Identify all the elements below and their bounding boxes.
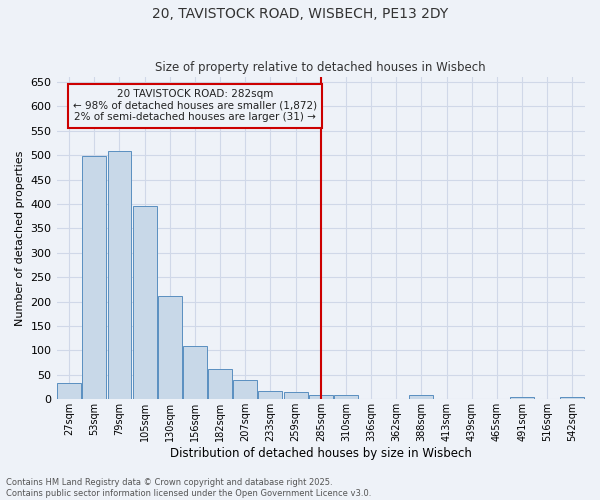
- Bar: [409, 396, 433, 400]
- Bar: [158, 296, 182, 400]
- Bar: [107, 152, 131, 400]
- Text: 20 TAVISTOCK ROAD: 282sqm
← 98% of detached houses are smaller (1,872)
2% of sem: 20 TAVISTOCK ROAD: 282sqm ← 98% of detac…: [73, 90, 317, 122]
- Bar: [208, 369, 232, 400]
- Y-axis label: Number of detached properties: Number of detached properties: [15, 150, 25, 326]
- Bar: [284, 392, 308, 400]
- Bar: [334, 395, 358, 400]
- Bar: [82, 156, 106, 400]
- Bar: [259, 392, 283, 400]
- Bar: [309, 396, 333, 400]
- Text: Contains HM Land Registry data © Crown copyright and database right 2025.
Contai: Contains HM Land Registry data © Crown c…: [6, 478, 371, 498]
- Bar: [510, 398, 534, 400]
- Text: 20, TAVISTOCK ROAD, WISBECH, PE13 2DY: 20, TAVISTOCK ROAD, WISBECH, PE13 2DY: [152, 8, 448, 22]
- Bar: [183, 346, 207, 400]
- X-axis label: Distribution of detached houses by size in Wisbech: Distribution of detached houses by size …: [170, 447, 472, 460]
- Title: Size of property relative to detached houses in Wisbech: Size of property relative to detached ho…: [155, 62, 486, 74]
- Bar: [233, 380, 257, 400]
- Bar: [133, 206, 157, 400]
- Bar: [560, 397, 584, 400]
- Bar: [57, 383, 81, 400]
